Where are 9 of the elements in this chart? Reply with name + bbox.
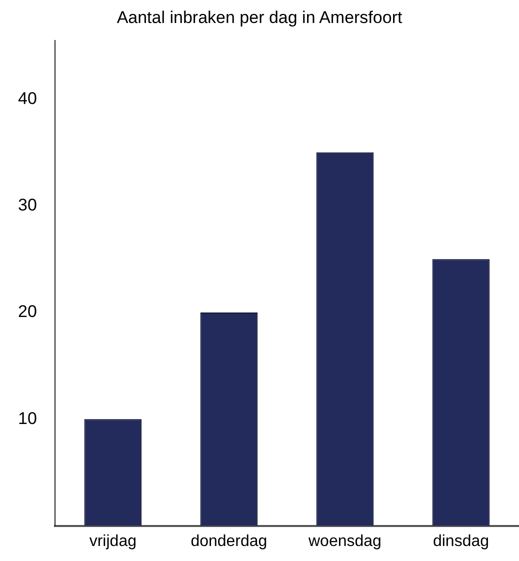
y-tick-label: 30 xyxy=(18,195,37,214)
y-tick-label: 20 xyxy=(18,302,37,322)
x-tick-label: woensdag xyxy=(307,532,382,550)
x-tick-label: dinsdag xyxy=(432,532,490,550)
y-tick-label: 10 xyxy=(18,408,37,428)
chart-title: Aantal inbraken per dag in Amersfoort xyxy=(116,8,402,27)
x-tick-label: donderdag xyxy=(190,532,268,550)
y-tick-label: 40 xyxy=(18,88,37,108)
x-tick-label: vrijdag xyxy=(89,532,136,550)
